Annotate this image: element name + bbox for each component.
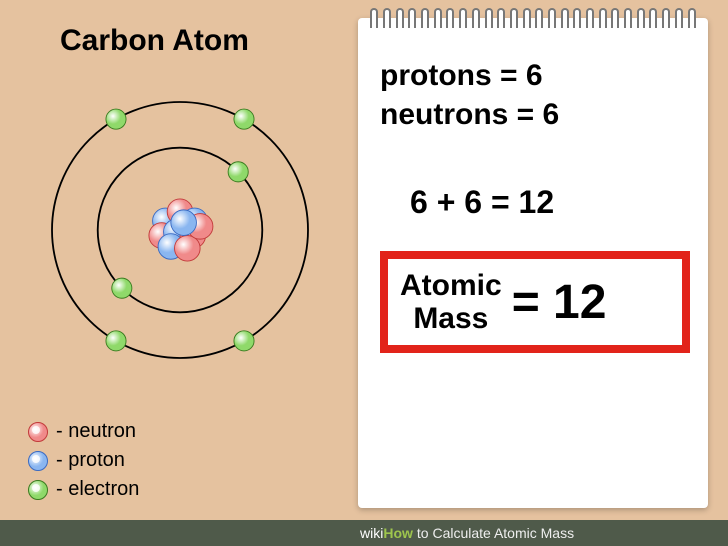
result-value: = 12 <box>512 275 607 330</box>
legend-dot-icon <box>28 480 48 500</box>
footer-attribution: wikiHow to Calculate Atomic Mass <box>0 520 728 546</box>
atom-diagram <box>20 70 340 390</box>
neutrons-line: neutrons = 6 <box>380 95 690 134</box>
legend-label: - neutron <box>56 420 136 443</box>
result-label: AtomicMass <box>400 269 502 335</box>
diagram-title: Carbon Atom <box>60 24 249 58</box>
legend-row: - proton <box>28 449 139 472</box>
spiral-binding <box>358 8 708 30</box>
footer-wiki: wiki <box>360 525 383 541</box>
legend: - neutron - proton - electron <box>28 420 139 507</box>
result-box: AtomicMass = 12 <box>380 251 690 353</box>
legend-dot-icon <box>28 422 48 442</box>
legend-row: - neutron <box>28 420 139 443</box>
notepad: protons = 6 neutrons = 6 6 + 6 = 12 Atom… <box>358 18 708 508</box>
legend-label: - electron <box>56 478 139 501</box>
footer-rest: to Calculate Atomic Mass <box>417 525 574 541</box>
legend-dot-icon <box>28 451 48 471</box>
legend-label: - proton <box>56 449 125 472</box>
equation: 6 + 6 = 12 <box>410 184 690 221</box>
footer-how: How <box>383 525 413 541</box>
protons-line: protons = 6 <box>380 56 690 95</box>
legend-row: - electron <box>28 478 139 501</box>
